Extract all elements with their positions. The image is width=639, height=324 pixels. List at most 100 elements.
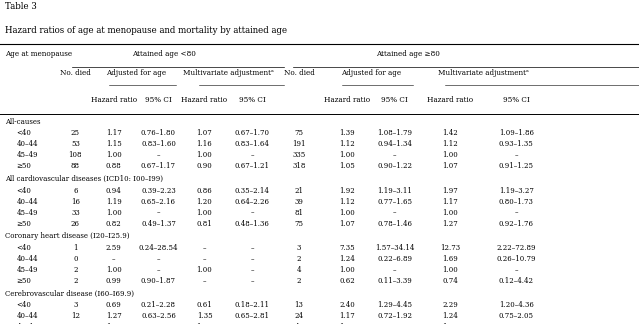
Text: 0.88: 0.88	[106, 162, 121, 170]
Text: 0.62: 0.62	[339, 277, 355, 285]
Text: 0.78–1.46: 0.78–1.46	[378, 220, 412, 228]
Text: 335: 335	[293, 151, 305, 159]
Text: 45–49: 45–49	[17, 151, 38, 159]
Text: Age at menopause: Age at menopause	[5, 51, 72, 58]
Text: 2: 2	[296, 255, 302, 263]
Text: 40–44: 40–44	[17, 140, 38, 148]
Text: 1.92: 1.92	[339, 187, 355, 195]
Text: 95% CI: 95% CI	[145, 96, 172, 104]
Text: 3: 3	[297, 244, 301, 252]
Text: 0.80–1.73: 0.80–1.73	[499, 198, 534, 206]
Text: –: –	[514, 323, 518, 324]
Text: –: –	[203, 277, 206, 285]
Text: 1.00: 1.00	[106, 151, 121, 159]
Text: 1.24: 1.24	[443, 312, 458, 320]
Text: 45–49: 45–49	[17, 209, 38, 217]
Text: –: –	[393, 209, 397, 217]
Text: 1.00: 1.00	[443, 209, 458, 217]
Text: 0.90–1.87: 0.90–1.87	[141, 277, 176, 285]
Text: Hazard ratio: Hazard ratio	[91, 96, 137, 104]
Text: No. died: No. died	[284, 69, 314, 77]
Text: 75: 75	[295, 220, 304, 228]
Text: 1.12: 1.12	[339, 198, 355, 206]
Text: 95% CI: 95% CI	[381, 96, 408, 104]
Text: 0.90: 0.90	[197, 162, 212, 170]
Text: –: –	[250, 151, 254, 159]
Text: Hazard ratio: Hazard ratio	[427, 96, 473, 104]
Text: 40–44: 40–44	[17, 312, 38, 320]
Text: 12: 12	[71, 312, 80, 320]
Text: 13: 13	[295, 301, 304, 309]
Text: Multivariate adjustmentᵃ: Multivariate adjustmentᵃ	[183, 69, 274, 77]
Text: Hazard ratios of age at menopause and mortality by attained age: Hazard ratios of age at menopause and mo…	[5, 26, 288, 35]
Text: 53: 53	[71, 140, 80, 148]
Text: 4: 4	[296, 266, 302, 274]
Text: 1.12: 1.12	[339, 140, 355, 148]
Text: –: –	[157, 151, 160, 159]
Text: <40: <40	[17, 301, 31, 309]
Text: 45–49: 45–49	[17, 266, 38, 274]
Text: Cerebrovascular disease (I60–I69.9): Cerebrovascular disease (I60–I69.9)	[5, 290, 134, 298]
Text: 2.29: 2.29	[443, 301, 458, 309]
Text: 0.99: 0.99	[106, 277, 121, 285]
Text: 49: 49	[295, 323, 304, 324]
Text: 1.07: 1.07	[339, 220, 355, 228]
Text: <40: <40	[17, 187, 31, 195]
Text: 0.18–2.11: 0.18–2.11	[235, 301, 270, 309]
Text: 1.00: 1.00	[106, 266, 121, 274]
Text: 0.76–1.80: 0.76–1.80	[141, 129, 176, 137]
Text: 1.17: 1.17	[106, 129, 121, 137]
Text: 0.67–1.70: 0.67–1.70	[235, 129, 270, 137]
Text: 0.92–1.76: 0.92–1.76	[499, 220, 534, 228]
Text: 2: 2	[73, 266, 78, 274]
Text: 0.64–2.26: 0.64–2.26	[235, 198, 270, 206]
Text: 0.81: 0.81	[197, 220, 212, 228]
Text: 75: 75	[295, 129, 304, 137]
Text: –: –	[250, 277, 254, 285]
Text: –: –	[393, 323, 397, 324]
Text: 0.22–6.89: 0.22–6.89	[378, 255, 412, 263]
Text: 0.35–2.14: 0.35–2.14	[235, 187, 270, 195]
Text: 0.94: 0.94	[106, 187, 121, 195]
Text: Hazard ratio: Hazard ratio	[181, 96, 227, 104]
Text: 0: 0	[73, 255, 78, 263]
Text: 16: 16	[71, 198, 80, 206]
Text: 23: 23	[71, 323, 80, 324]
Text: –: –	[250, 323, 254, 324]
Text: 1.19–3.11: 1.19–3.11	[378, 187, 412, 195]
Text: Multivariate adjustmentᵃ: Multivariate adjustmentᵃ	[438, 69, 529, 77]
Text: 1.24: 1.24	[339, 255, 355, 263]
Text: 1.97: 1.97	[443, 187, 458, 195]
Text: 39: 39	[295, 198, 304, 206]
Text: 1.00: 1.00	[106, 323, 121, 324]
Text: 1.57–34.14: 1.57–34.14	[375, 244, 415, 252]
Text: 1.07: 1.07	[197, 129, 212, 137]
Text: 0.65–2.81: 0.65–2.81	[235, 312, 270, 320]
Text: 0.69: 0.69	[106, 301, 121, 309]
Text: 1.15: 1.15	[106, 140, 121, 148]
Text: 1.00: 1.00	[443, 151, 458, 159]
Text: –: –	[514, 209, 518, 217]
Text: 1.00: 1.00	[197, 151, 212, 159]
Text: 3: 3	[73, 301, 77, 309]
Text: 108: 108	[68, 151, 82, 159]
Text: Adjusted for age: Adjusted for age	[106, 69, 166, 77]
Text: 25: 25	[71, 129, 80, 137]
Text: All-causes: All-causes	[5, 118, 41, 126]
Text: 0.83–1.64: 0.83–1.64	[235, 140, 270, 148]
Text: ≥50: ≥50	[17, 277, 31, 285]
Text: –: –	[514, 266, 518, 274]
Text: 1.00: 1.00	[443, 266, 458, 274]
Text: 1.00: 1.00	[197, 323, 212, 324]
Text: 0.83–1.60: 0.83–1.60	[141, 140, 176, 148]
Text: 45–49: 45–49	[17, 323, 38, 324]
Text: 1.20–4.36: 1.20–4.36	[499, 301, 534, 309]
Text: –: –	[393, 266, 397, 274]
Text: 1.00: 1.00	[339, 209, 355, 217]
Text: All cardiovascular diseases (ICD10: I00–I99): All cardiovascular diseases (ICD10: I00–…	[5, 175, 163, 183]
Text: 0.94–1.34: 0.94–1.34	[378, 140, 412, 148]
Text: 1.09–1.86: 1.09–1.86	[499, 129, 534, 137]
Text: 1.42: 1.42	[443, 129, 458, 137]
Text: Table 3: Table 3	[5, 2, 37, 11]
Text: 95% CI: 95% CI	[239, 96, 266, 104]
